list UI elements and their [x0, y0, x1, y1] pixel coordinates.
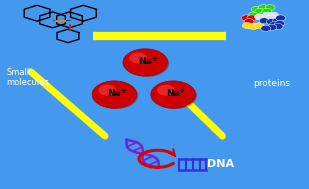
Circle shape — [273, 23, 283, 29]
Circle shape — [255, 22, 265, 29]
Circle shape — [261, 25, 271, 31]
Circle shape — [269, 12, 278, 18]
Circle shape — [92, 81, 137, 108]
Circle shape — [262, 12, 272, 18]
Circle shape — [241, 15, 251, 21]
Circle shape — [151, 81, 195, 108]
Circle shape — [242, 22, 252, 29]
Circle shape — [129, 53, 147, 64]
Text: Na: Na — [138, 57, 152, 66]
Circle shape — [262, 8, 272, 14]
Circle shape — [258, 12, 268, 18]
Circle shape — [98, 85, 116, 96]
Circle shape — [266, 19, 276, 25]
Circle shape — [276, 15, 286, 21]
Circle shape — [157, 85, 175, 96]
Text: DNA: DNA — [207, 160, 234, 169]
Circle shape — [269, 22, 279, 28]
Circle shape — [267, 24, 277, 30]
Circle shape — [275, 21, 285, 27]
Circle shape — [123, 49, 167, 76]
Circle shape — [247, 15, 257, 21]
Circle shape — [248, 12, 258, 18]
Circle shape — [258, 5, 268, 11]
Circle shape — [125, 50, 169, 77]
Circle shape — [94, 82, 138, 109]
Text: +: + — [151, 56, 157, 62]
Text: Na: Na — [166, 89, 180, 98]
Circle shape — [259, 18, 269, 24]
Circle shape — [248, 23, 258, 29]
Circle shape — [244, 19, 254, 25]
Circle shape — [265, 5, 275, 11]
Text: Na: Na — [108, 89, 121, 98]
Text: proteins: proteins — [253, 79, 290, 88]
Circle shape — [255, 8, 265, 14]
Text: +: + — [179, 88, 185, 94]
Text: +: + — [120, 88, 126, 94]
Circle shape — [152, 82, 197, 109]
Circle shape — [266, 15, 276, 21]
Circle shape — [252, 6, 261, 12]
Text: Small
molecules: Small molecules — [6, 68, 49, 88]
Circle shape — [255, 14, 265, 20]
Circle shape — [273, 18, 282, 24]
